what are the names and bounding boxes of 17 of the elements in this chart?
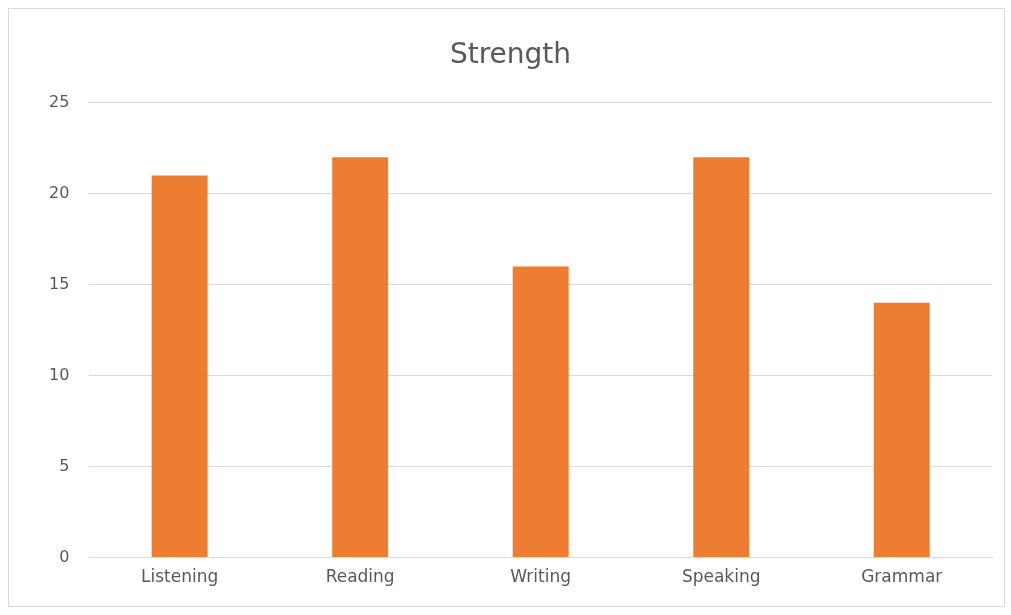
y-tick-label: 25 xyxy=(49,91,70,111)
bar xyxy=(693,157,750,558)
x-tick-label: Speaking xyxy=(681,566,761,587)
y-tick-label: 5 xyxy=(59,455,70,475)
x-tick-label: Reading xyxy=(325,566,395,587)
bar xyxy=(151,175,208,558)
y-tick-label: 10 xyxy=(49,364,70,384)
x-tick-label: Writing xyxy=(510,566,572,587)
x-tick-label: Listening xyxy=(141,566,219,587)
y-tick-label: 0 xyxy=(59,546,70,566)
x-tick-label: Grammar xyxy=(861,566,943,587)
chart-title: Strength xyxy=(449,37,572,71)
bar xyxy=(332,157,389,558)
y-tick-label: 15 xyxy=(49,273,70,293)
bar xyxy=(512,266,569,558)
bar xyxy=(873,302,930,558)
y-tick-label: 20 xyxy=(49,182,70,202)
